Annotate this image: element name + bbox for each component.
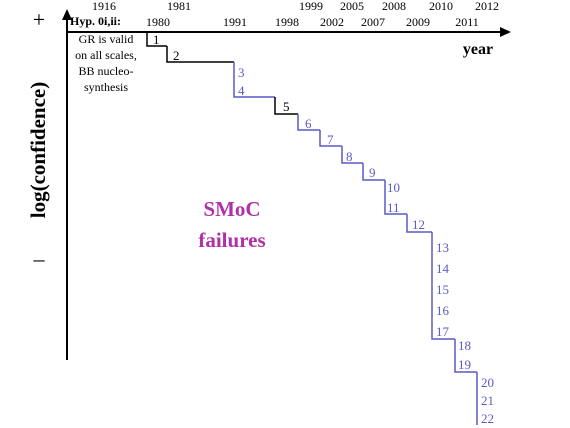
x-axis-arrowhead xyxy=(500,27,511,37)
hypothesis-label: Hyp. 0i,ii: xyxy=(70,14,121,28)
years-top-row: 1916 1981 1999 2005 2008 2010 2012 xyxy=(92,0,499,13)
year-top-0: 1916 xyxy=(92,0,116,13)
step-label-18: 18 xyxy=(458,338,471,353)
year-bottom-6: 2011 xyxy=(455,15,479,29)
year-top-1: 1981 xyxy=(167,0,191,13)
step-label-20: 20 xyxy=(481,375,494,390)
step-label-16: 16 xyxy=(436,303,450,318)
year-top-3: 2005 xyxy=(340,0,364,13)
step-label-7: 7 xyxy=(327,132,334,147)
y-axis-arrowhead xyxy=(62,9,72,20)
year-bottom-5: 2009 xyxy=(406,15,430,29)
step-17 xyxy=(431,318,455,340)
step-5 xyxy=(274,97,298,115)
step-label-21: 21 xyxy=(481,393,494,408)
step-label-13: 13 xyxy=(436,240,449,255)
hypothesis-line-1: on all scales, xyxy=(75,48,137,62)
year-bottom-3: 2002 xyxy=(320,15,344,29)
year-top-2: 1999 xyxy=(299,0,323,13)
year-bottom-1: 1991 xyxy=(223,15,247,29)
hypothesis-text: GR is valid on all scales, BB nucleo-synth… xyxy=(75,32,137,94)
center-title-line-1: SMoC xyxy=(203,197,260,221)
step-2 xyxy=(166,46,234,63)
step-label-15: 15 xyxy=(436,282,449,297)
step-label-3: 3 xyxy=(238,65,245,80)
year-bottom-2: 1998 xyxy=(275,15,299,29)
hypothesis-line-3: synthesis xyxy=(84,80,128,94)
year-bottom-4: 2007 xyxy=(361,15,385,29)
year-top-4: 2008 xyxy=(382,0,406,13)
step-label-17: 17 xyxy=(436,324,450,339)
step-label-12: 12 xyxy=(412,217,425,232)
step-12 xyxy=(406,214,432,233)
step-1 xyxy=(146,32,167,47)
step-label-5: 5 xyxy=(283,99,290,114)
year-bottom-0: 1980 xyxy=(146,15,170,29)
step-11 xyxy=(384,196,407,215)
step-label-22: 22 xyxy=(481,411,494,426)
step-8 xyxy=(341,146,363,164)
step-label-2: 2 xyxy=(173,48,180,63)
staircase xyxy=(146,32,478,425)
step-label-10: 10 xyxy=(387,180,400,195)
step-label-9: 9 xyxy=(369,165,376,180)
plus-sign: + xyxy=(33,7,45,32)
step-19 xyxy=(454,352,477,373)
step-label-6: 6 xyxy=(305,116,312,131)
step-6 xyxy=(297,114,320,131)
hypothesis-line-0: GR is valid xyxy=(79,32,134,46)
step-label-19: 19 xyxy=(458,357,471,372)
step-4 xyxy=(233,80,275,98)
year-top-5: 2010 xyxy=(429,0,453,13)
year-top-6: 2012 xyxy=(475,0,499,13)
center-title-line-2: failures xyxy=(198,228,265,252)
y-axis-label: log(confidence) xyxy=(26,82,50,218)
step-label-8: 8 xyxy=(346,149,353,164)
step-7 xyxy=(319,130,342,147)
x-axis-label: year xyxy=(463,41,493,58)
minus-sign: – xyxy=(33,246,46,271)
step-label-1: 1 xyxy=(153,32,160,47)
step-label-4: 4 xyxy=(238,83,245,98)
hypothesis-line-2: BB nucleo- xyxy=(79,64,134,78)
years-bottom-row: 1980 1991 1998 2002 2007 2009 2011 xyxy=(146,15,479,29)
step-label-14: 14 xyxy=(436,261,450,276)
step-9 xyxy=(362,163,385,181)
step-label-11: 11 xyxy=(387,200,400,215)
